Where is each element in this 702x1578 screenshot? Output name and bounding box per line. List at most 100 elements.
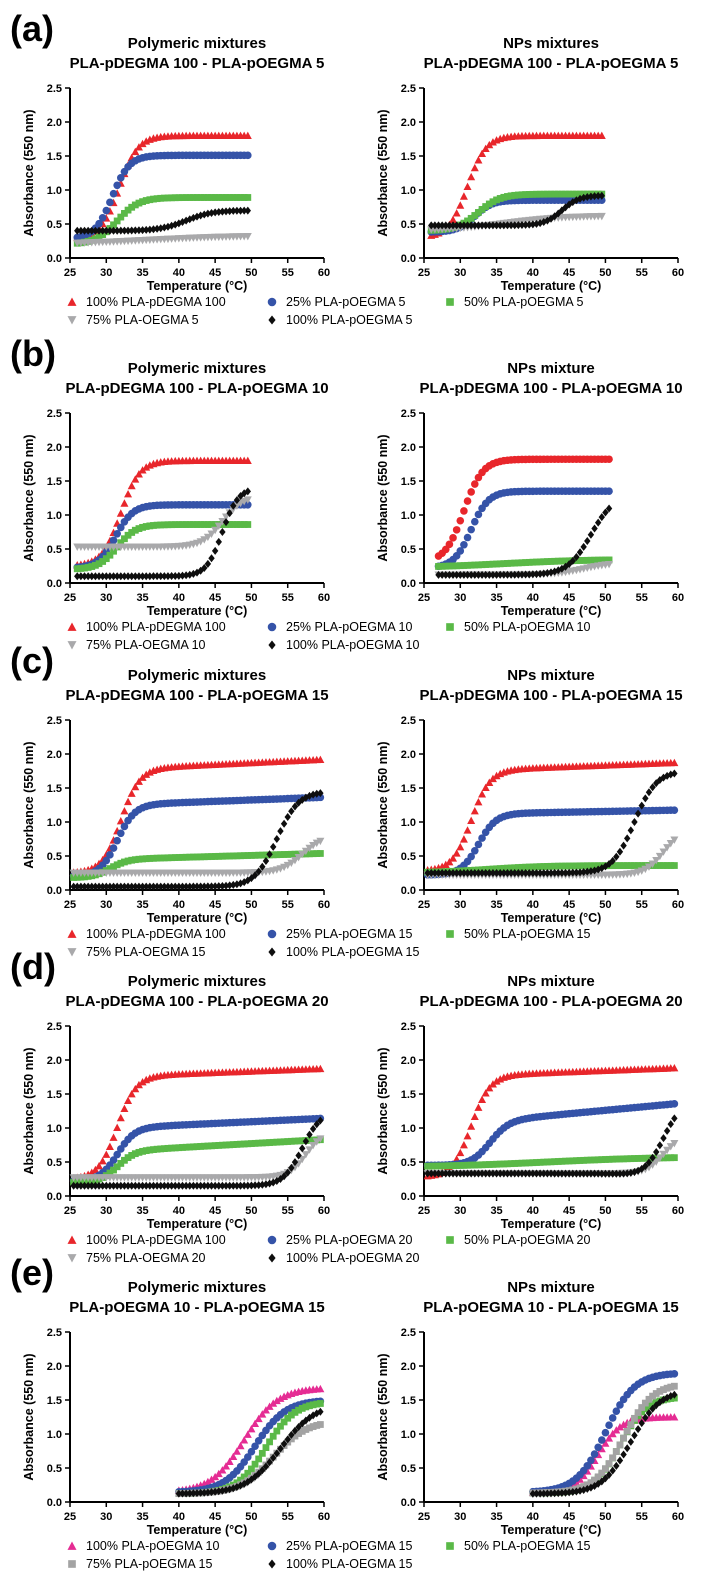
y-axis-label: Absorbance (550 nm)	[376, 109, 390, 236]
data-point	[475, 1161, 482, 1169]
data-point	[565, 190, 573, 198]
data-point	[522, 220, 529, 229]
data-point	[558, 1169, 566, 1178]
data-point	[120, 822, 129, 831]
data-point	[522, 1159, 529, 1167]
data-point	[602, 556, 609, 564]
data-point	[153, 521, 161, 529]
legend-item: 100% PLA-pDEGMA 100	[67, 927, 226, 941]
data-point	[222, 852, 230, 860]
data-point	[648, 860, 657, 868]
data-point	[645, 1408, 653, 1417]
y-axis-label: Absorbance (550 nm)	[22, 434, 36, 561]
y-tick-label: 0.0	[401, 1497, 416, 1509]
data-point	[70, 882, 77, 891]
y-tick-label: 1.5	[47, 476, 62, 488]
data-point	[284, 1414, 292, 1422]
x-tick-label: 45	[563, 267, 575, 279]
data-point	[475, 570, 482, 579]
data-point	[642, 794, 649, 803]
y-tick-label: 1.0	[401, 1123, 416, 1135]
data-point	[135, 226, 143, 235]
data-point	[670, 758, 679, 767]
data-point	[536, 558, 544, 566]
data-point	[204, 882, 212, 891]
data-point	[631, 818, 638, 826]
data-point	[161, 882, 168, 891]
data-point	[204, 521, 212, 528]
data-point	[486, 221, 493, 230]
data-point	[543, 190, 551, 198]
data-point	[131, 147, 140, 156]
data-point	[554, 190, 562, 198]
data-point	[73, 873, 81, 881]
data-point	[244, 151, 252, 160]
y-tick-label: 0.5	[401, 219, 416, 231]
legend-marker	[268, 947, 276, 957]
data-point	[98, 214, 107, 222]
data-point	[641, 1405, 649, 1413]
data-point	[522, 863, 529, 871]
data-point	[467, 221, 475, 230]
data-point	[544, 868, 551, 877]
data-point	[459, 1140, 468, 1149]
data-point	[288, 1163, 295, 1172]
data-point	[456, 562, 464, 570]
y-tick-label: 0.5	[47, 1157, 62, 1169]
data-point	[624, 1169, 631, 1178]
data-point	[583, 556, 591, 564]
data-point	[117, 859, 125, 867]
y-tick-label: 2.5	[401, 715, 416, 727]
data-point	[301, 847, 310, 856]
data-point	[240, 194, 248, 201]
data-point	[222, 513, 231, 521]
x-tick-label: 60	[672, 1205, 684, 1217]
data-point	[591, 524, 598, 533]
data-point	[124, 1096, 133, 1105]
data-point	[631, 862, 638, 869]
data-point	[284, 851, 292, 858]
data-point	[95, 882, 103, 891]
data-point	[201, 210, 208, 219]
data-point	[467, 1122, 476, 1130]
data-point	[95, 233, 103, 241]
data-point	[99, 572, 106, 581]
data-point	[88, 226, 95, 235]
data-point	[497, 570, 504, 579]
y-tick-label: 0.5	[47, 851, 62, 863]
data-point	[135, 525, 143, 532]
data-point	[645, 1395, 653, 1403]
data-point	[110, 1166, 117, 1174]
data-point	[211, 1142, 219, 1150]
data-point	[605, 1421, 613, 1429]
data-point	[226, 509, 233, 518]
legend-marker	[67, 641, 77, 650]
legend-item: 100% PLA-pOEGMA 10	[268, 638, 419, 652]
data-point	[77, 226, 85, 235]
data-point	[109, 1133, 118, 1141]
data-point	[597, 131, 606, 140]
data-point	[580, 862, 588, 870]
data-point	[248, 1465, 255, 1473]
data-point	[222, 518, 230, 527]
data-point	[142, 197, 150, 204]
data-point	[106, 865, 114, 872]
data-point	[522, 570, 529, 579]
x-tick-label: 50	[599, 267, 611, 279]
chart-e-left: Polymeric mixtures PLA-pOEGMA 10 - PLA-pO…	[22, 1279, 330, 1537]
data-point	[134, 777, 143, 785]
data-point	[189, 194, 197, 201]
data-point	[240, 1436, 249, 1444]
data-point	[219, 528, 226, 536]
data-point	[642, 1162, 649, 1171]
data-point	[316, 837, 325, 846]
data-point	[540, 1169, 547, 1178]
legend-item: 25% PLA-pOEGMA 20	[267, 1233, 413, 1247]
x-tick-label: 40	[173, 899, 185, 911]
data-point	[627, 862, 635, 869]
legend-label: 75% PLA-OEGMA 20	[86, 1251, 206, 1265]
data-point	[128, 529, 136, 536]
data-point	[124, 489, 133, 498]
data-point	[306, 1136, 313, 1144]
data-point	[584, 536, 591, 545]
